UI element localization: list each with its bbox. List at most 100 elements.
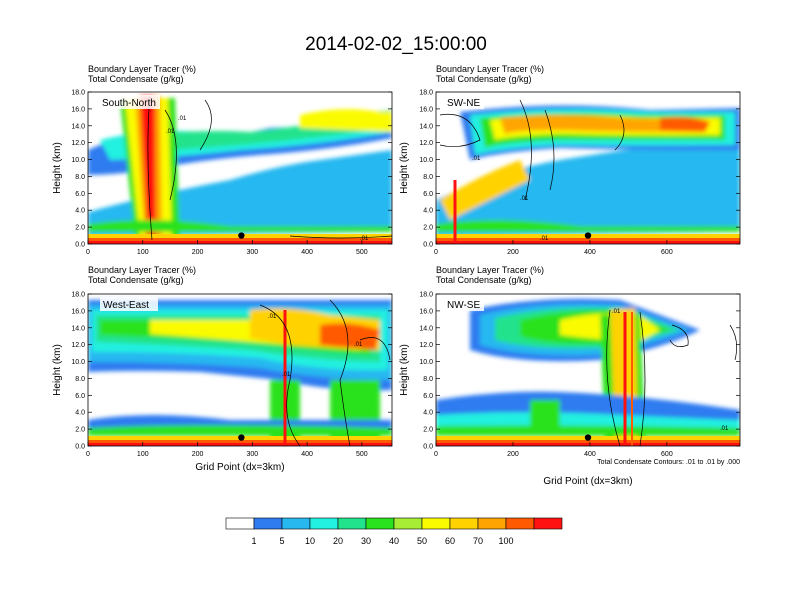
location-marker <box>238 434 245 441</box>
contour-label: .01 <box>540 236 549 242</box>
y-axis-label: Height (km) <box>52 142 63 194</box>
plot-frame <box>87 91 393 245</box>
y-tick-label: 10.0 <box>71 359 85 366</box>
y-ticks: 0.0 2.0 4.0 6.0 8.0 10.0 12.0 14.0 16.0 18.0 <box>419 90 740 249</box>
y-tick-label: 0.0 <box>75 444 85 451</box>
location-marker <box>584 232 592 239</box>
panel-header-line2: Total Condensate (g/kg) <box>436 74 532 84</box>
panel-header-line2: Total Condensate (g/kg) <box>436 275 532 285</box>
y-tick-label: 2.0 <box>75 427 85 434</box>
x-ticks: 0 100 200 300 400 500 <box>86 442 368 458</box>
y-tick-label: 2.0 <box>423 225 433 232</box>
y-tick-label: 18.0 <box>419 90 433 97</box>
contour-label: .01 <box>354 342 363 348</box>
y-tick-label: 12.0 <box>419 342 433 349</box>
contour-footnote: Total Condensate Contours: .01 to .01 by… <box>597 459 740 466</box>
y-tick-label: 4.0 <box>75 410 85 417</box>
y-tick-label: 18.0 <box>419 292 433 299</box>
y-tick-label: 16.0 <box>71 308 85 315</box>
y-tick-label: 14.0 <box>71 325 85 332</box>
y-tick-label: 8.0 <box>75 376 85 383</box>
colorbar-swatch <box>225 517 255 530</box>
y-tick-label: 12.0 <box>71 342 85 349</box>
panel-label: West-East <box>103 300 149 311</box>
y-tick-label: 10.0 <box>419 157 433 164</box>
contour-label: .01 <box>520 196 529 202</box>
contour-label: .01 <box>268 314 277 320</box>
panel-header-line1: Boundary Layer Tracer (%) <box>436 265 544 275</box>
y-tick-label: 10.0 <box>71 157 85 164</box>
y-ticks: 0.0 2.0 4.0 6.0 8.0 10.0 12.0 14.0 16.0 18.0 <box>71 90 392 249</box>
y-ticks: 0.0 2.0 4.0 6.0 8.0 10.0 12.0 14.0 16.0 18.0 <box>71 292 392 451</box>
x-tick-label: 200 <box>507 451 519 458</box>
colorbar-swatch <box>421 517 451 530</box>
panel-label-box <box>444 297 484 311</box>
x-tick-label: 300 <box>246 451 258 458</box>
y-tick-label: 6.0 <box>75 191 85 198</box>
panel-header-line1: Boundary Layer Tracer (%) <box>436 64 544 74</box>
y-tick-label: 0.0 <box>423 444 433 451</box>
y-tick-label: 12.0 <box>419 140 433 147</box>
contour-label: .01 <box>360 236 369 242</box>
heatmap-field <box>88 294 392 446</box>
colorbar-swatch <box>365 517 395 530</box>
colorbar-swatch <box>309 517 339 530</box>
colorbar-label: 20 <box>333 536 343 546</box>
y-axis-label: Height (km) <box>399 142 410 194</box>
panel-nw-se: Boundary Layer Tracer (%) Total Condensa… <box>419 265 741 458</box>
plot-frame <box>435 293 741 447</box>
panel-header-line2: Total Condensate (g/kg) <box>88 275 184 285</box>
colorbar-label: 10 <box>305 536 315 546</box>
x-ticks: 0 200 400 600 <box>434 442 673 458</box>
x-tick-label: 400 <box>301 249 313 256</box>
x-tick-label: 100 <box>137 249 149 256</box>
x-tick-label: 400 <box>584 451 596 458</box>
colorbar-swatch <box>253 517 283 530</box>
x-tick-label: 0 <box>86 451 90 458</box>
y-axis-label: Height (km) <box>399 344 410 396</box>
y-tick-label: 4.0 <box>423 410 433 417</box>
colorbar-label: 1 <box>251 536 256 546</box>
location-marker <box>584 434 592 441</box>
contour-label: .01 <box>612 309 621 315</box>
y-tick-label: 4.0 <box>423 208 433 215</box>
plot-frame <box>435 91 741 245</box>
x-tick-label: 300 <box>246 249 258 256</box>
colorbar-swatch <box>505 517 535 530</box>
panel-label: SW-NE <box>447 98 480 109</box>
y-tick-label: 0.0 <box>423 242 433 249</box>
y-tick-label: 18.0 <box>71 90 85 97</box>
x-axis-label: Grid Point (dx=3km) <box>195 462 284 473</box>
x-tick-label: 200 <box>192 249 204 256</box>
colorbar-swatch <box>533 517 563 530</box>
contour-label: .01 <box>166 129 175 135</box>
y-tick-label: 16.0 <box>419 308 433 315</box>
y-tick-label: 6.0 <box>75 393 85 400</box>
colorbar: 1 5 10 20 30 40 50 60 70 100 <box>225 517 563 546</box>
contour-label: .01 <box>720 426 729 432</box>
heatmap-field <box>88 92 392 244</box>
panel-label-box <box>100 297 158 311</box>
x-tick-label: 500 <box>356 249 368 256</box>
panel-sw-ne: Boundary Layer Tracer (%) Total Condensa… <box>419 64 741 256</box>
colorbar-label: 5 <box>279 536 284 546</box>
heatmap-field <box>436 92 740 244</box>
x-ticks: 0 100 200 300 400 500 <box>86 240 368 256</box>
x-tick-label: 0 <box>86 249 90 256</box>
y-tick-label: 16.0 <box>71 106 85 113</box>
colorbar-swatch <box>393 517 423 530</box>
panel-label: South-North <box>102 98 156 109</box>
y-tick-label: 2.0 <box>423 427 433 434</box>
y-tick-label: 8.0 <box>75 174 85 181</box>
x-tick-label: 400 <box>301 451 313 458</box>
contour-label: .01 <box>178 116 187 122</box>
y-tick-label: 14.0 <box>419 123 433 130</box>
colorbar-label: 50 <box>417 536 427 546</box>
y-tick-label: 14.0 <box>419 325 433 332</box>
y-tick-label: 2.0 <box>75 225 85 232</box>
contour-label: .01 <box>472 156 481 162</box>
y-tick-label: 12.0 <box>71 140 85 147</box>
panel-label: NW-SE <box>447 300 480 311</box>
x-tick-label: 0 <box>434 249 438 256</box>
